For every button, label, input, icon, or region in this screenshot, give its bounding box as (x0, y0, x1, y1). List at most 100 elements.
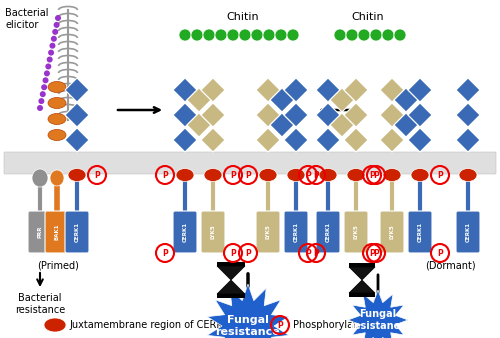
Circle shape (37, 105, 43, 111)
Text: P: P (437, 248, 443, 258)
Circle shape (382, 29, 394, 41)
Circle shape (46, 64, 52, 70)
Circle shape (41, 84, 47, 90)
Text: P: P (313, 170, 319, 179)
Circle shape (40, 91, 46, 97)
Polygon shape (344, 78, 368, 102)
Circle shape (358, 29, 370, 41)
Polygon shape (380, 128, 404, 152)
Polygon shape (349, 267, 375, 280)
FancyBboxPatch shape (316, 211, 340, 253)
Polygon shape (349, 280, 375, 293)
Text: LYK5: LYK5 (266, 225, 270, 239)
Text: P: P (313, 248, 319, 258)
Circle shape (394, 29, 406, 41)
Polygon shape (270, 88, 294, 112)
Circle shape (52, 29, 58, 35)
Polygon shape (316, 78, 340, 102)
Polygon shape (316, 128, 340, 152)
FancyBboxPatch shape (456, 211, 480, 253)
Text: LYK5: LYK5 (354, 225, 358, 239)
Polygon shape (270, 113, 294, 137)
Circle shape (55, 15, 61, 21)
Ellipse shape (50, 170, 64, 186)
Polygon shape (394, 113, 418, 137)
Text: P: P (230, 170, 236, 179)
Polygon shape (217, 266, 245, 280)
Text: Fungal
resistance: Fungal resistance (350, 309, 406, 331)
Polygon shape (173, 78, 197, 102)
Circle shape (54, 22, 60, 28)
Circle shape (46, 56, 52, 63)
Text: CERK1: CERK1 (294, 222, 298, 242)
Ellipse shape (259, 169, 277, 182)
FancyBboxPatch shape (65, 211, 89, 253)
Text: P: P (437, 170, 443, 179)
Ellipse shape (287, 169, 305, 182)
Bar (349, 263, 375, 267)
Circle shape (275, 29, 287, 41)
Text: P: P (369, 248, 375, 258)
Text: BAK1: BAK1 (54, 224, 60, 240)
Ellipse shape (204, 169, 222, 182)
Circle shape (42, 77, 48, 83)
Circle shape (251, 29, 263, 41)
Polygon shape (344, 103, 368, 127)
Circle shape (179, 29, 191, 41)
Text: P: P (305, 248, 311, 258)
Ellipse shape (48, 81, 66, 93)
Polygon shape (316, 103, 340, 127)
Text: Phosphorylation: Phosphorylation (293, 320, 372, 330)
FancyBboxPatch shape (408, 211, 432, 253)
Polygon shape (187, 113, 211, 137)
Polygon shape (256, 128, 280, 152)
FancyBboxPatch shape (344, 211, 368, 253)
Polygon shape (330, 113, 354, 137)
Ellipse shape (319, 169, 337, 182)
Ellipse shape (32, 169, 48, 187)
FancyBboxPatch shape (4, 152, 496, 174)
Circle shape (44, 70, 50, 76)
Polygon shape (201, 103, 225, 127)
Ellipse shape (459, 169, 477, 182)
Polygon shape (408, 128, 432, 152)
Circle shape (346, 29, 358, 41)
Ellipse shape (48, 129, 66, 141)
Polygon shape (207, 284, 289, 338)
Circle shape (50, 43, 56, 49)
Polygon shape (187, 88, 211, 112)
Polygon shape (408, 78, 432, 102)
FancyBboxPatch shape (28, 211, 52, 253)
Polygon shape (65, 103, 89, 127)
Text: CERK1: CERK1 (182, 222, 188, 242)
Text: P: P (94, 170, 100, 179)
Ellipse shape (347, 169, 365, 182)
Polygon shape (201, 78, 225, 102)
Circle shape (287, 29, 299, 41)
FancyBboxPatch shape (173, 211, 197, 253)
Text: P: P (369, 170, 375, 179)
Text: CERK1: CERK1 (418, 222, 422, 242)
Ellipse shape (383, 169, 401, 182)
Ellipse shape (411, 169, 429, 182)
Polygon shape (380, 78, 404, 102)
Circle shape (48, 50, 54, 56)
Text: P: P (245, 248, 251, 258)
Circle shape (215, 29, 227, 41)
Ellipse shape (48, 114, 66, 124)
Polygon shape (284, 128, 308, 152)
Polygon shape (456, 103, 480, 127)
Text: LYK5: LYK5 (210, 225, 216, 239)
Circle shape (370, 29, 382, 41)
FancyBboxPatch shape (380, 211, 404, 253)
Text: P: P (373, 248, 379, 258)
Polygon shape (173, 103, 197, 127)
Polygon shape (256, 103, 280, 127)
Polygon shape (456, 78, 480, 102)
Polygon shape (65, 78, 89, 102)
FancyBboxPatch shape (256, 211, 280, 253)
Polygon shape (394, 88, 418, 112)
Ellipse shape (48, 97, 66, 108)
Ellipse shape (68, 169, 86, 182)
Polygon shape (173, 128, 197, 152)
